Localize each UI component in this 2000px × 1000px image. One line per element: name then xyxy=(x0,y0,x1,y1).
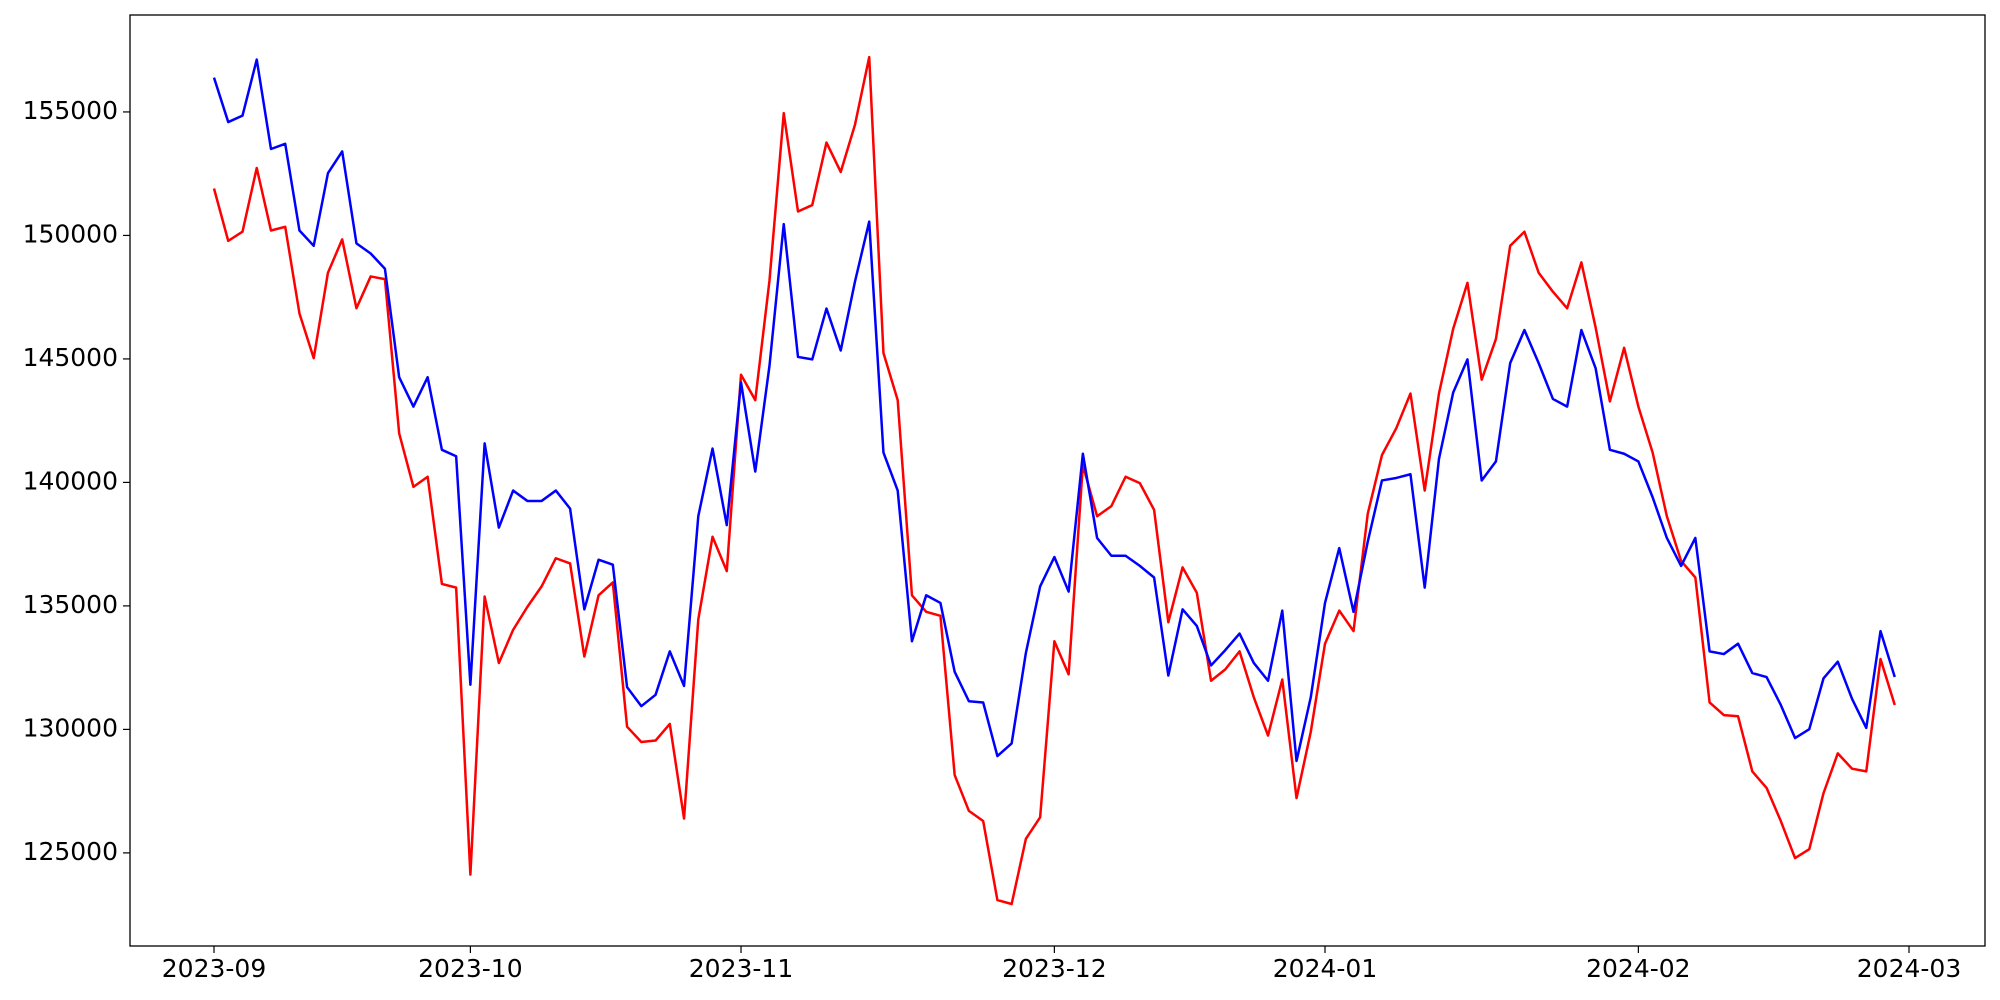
x-tick-label: 2024-01 xyxy=(1273,954,1377,983)
y-tick-label: 125000 xyxy=(23,837,118,866)
x-tick-label: 2023-11 xyxy=(689,954,793,983)
y-tick-label: 130000 xyxy=(23,713,118,742)
y-tick-label: 150000 xyxy=(23,219,118,248)
x-tick-label: 2023-10 xyxy=(418,954,522,983)
x-tick-label: 2024-03 xyxy=(1857,954,1961,983)
y-tick-label: 155000 xyxy=(23,96,118,125)
y-tick-label: 135000 xyxy=(23,590,118,619)
x-tick-label: 2023-12 xyxy=(1002,954,1106,983)
series-line xyxy=(212,58,1896,763)
plot-frame xyxy=(129,14,1986,947)
series-line xyxy=(212,55,1896,906)
y-tick-label: 140000 xyxy=(23,466,118,495)
x-tick-label: 2023-09 xyxy=(162,954,266,983)
x-tick-label: 2024-02 xyxy=(1586,954,1690,983)
y-tick-label: 145000 xyxy=(23,343,118,372)
